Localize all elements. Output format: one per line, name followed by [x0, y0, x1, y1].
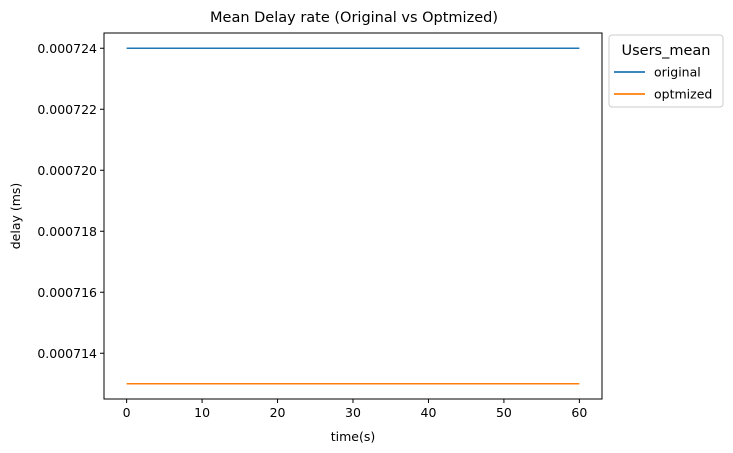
legend-items: original optmized	[614, 65, 712, 102]
legend-label-optmized: optmized	[654, 87, 712, 102]
chart-title: Mean Delay rate (Original vs Optmized)	[210, 10, 498, 26]
x-tick-label: 10	[194, 405, 210, 420]
legend-label-original: original	[654, 65, 701, 80]
y-tick-label: 0.000722	[37, 102, 97, 117]
y-axis-label: delay (ms)	[8, 183, 23, 250]
y-tick-label: 0.000714	[37, 346, 97, 361]
x-axis: 0 10 20 30 40 50 60	[123, 399, 587, 420]
x-tick-label: 0	[123, 405, 131, 420]
legend-box	[608, 34, 724, 108]
legend: Users_mean original optmized	[608, 34, 724, 108]
y-axis: 0.000714 0.000716 0.000718 0.000720 0.000722…	[37, 41, 104, 361]
x-tick-label: 50	[496, 405, 512, 420]
x-tick-label: 30	[345, 405, 361, 420]
y-tick-label: 0.000724	[37, 41, 97, 56]
plot-area	[103, 32, 603, 400]
legend-title: Users_mean	[622, 43, 711, 59]
x-axis-label: time(s)	[331, 429, 376, 444]
x-tick-label: 20	[270, 405, 286, 420]
series-layer	[126, 47, 580, 385]
plot-frame	[103, 32, 603, 400]
y-tick-label: 0.000716	[37, 285, 97, 300]
x-tick-label: 40	[421, 405, 437, 420]
y-tick-label: 0.000720	[37, 163, 97, 178]
y-tick-label: 0.000718	[37, 224, 97, 239]
x-tick-label: 60	[571, 405, 587, 420]
